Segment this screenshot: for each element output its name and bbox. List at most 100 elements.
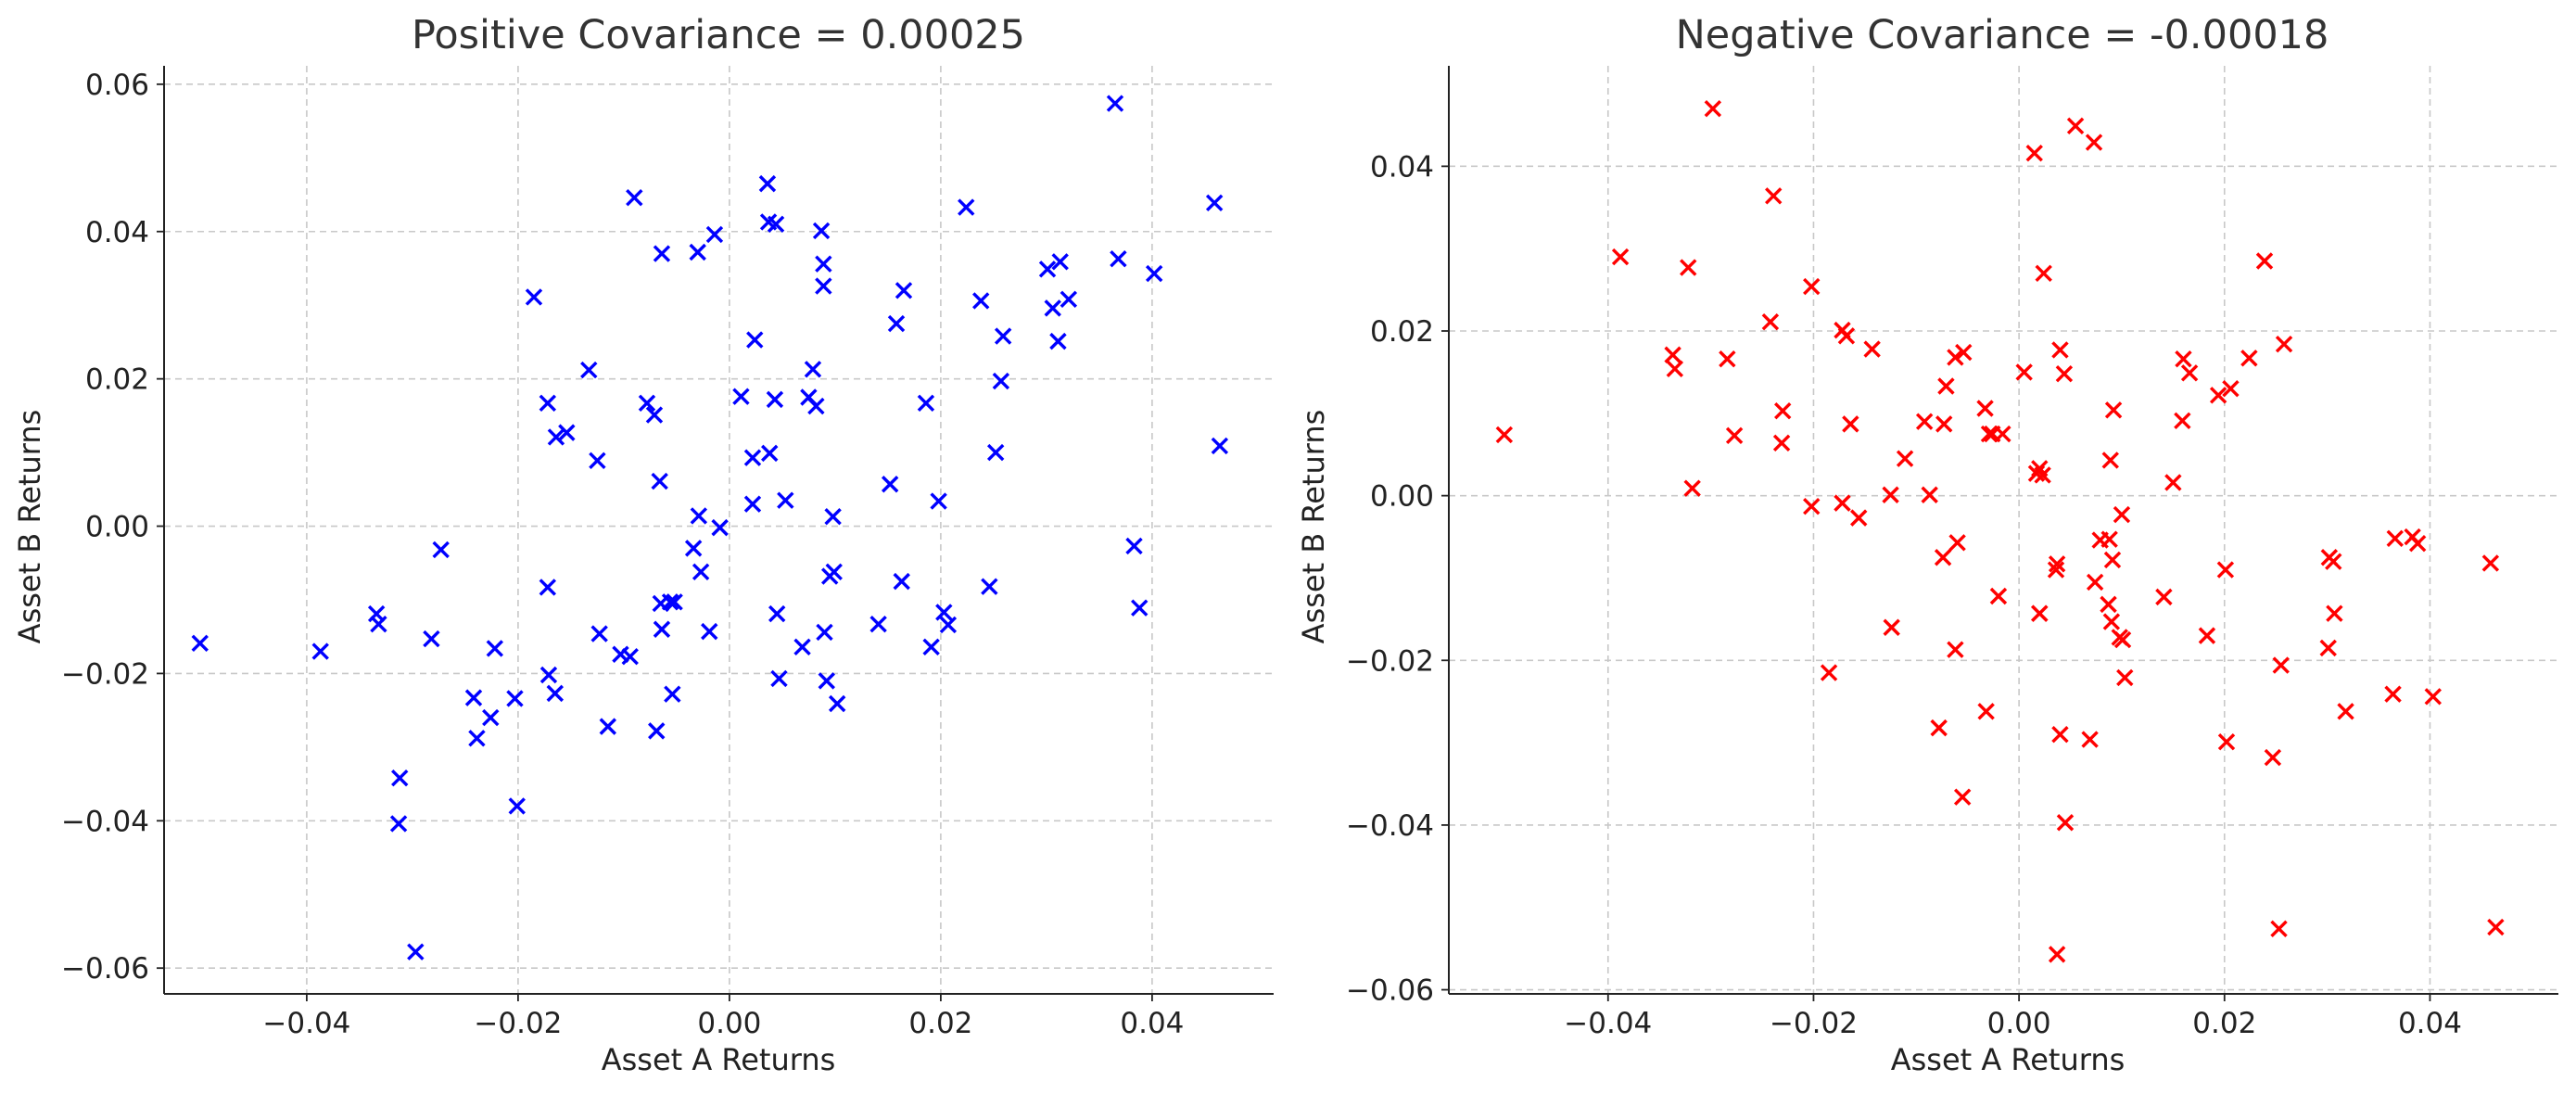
data-point-positive-22 bbox=[986, 443, 1005, 462]
y-tick-label-negative-3: 0.00 bbox=[1370, 480, 1434, 514]
data-point-positive-20 bbox=[1205, 194, 1224, 211]
data-point-positive-33 bbox=[711, 518, 729, 537]
data-point-positive-15 bbox=[994, 327, 1012, 345]
data-point-positive-21 bbox=[1211, 437, 1229, 455]
data-point-negative-25 bbox=[1937, 377, 1955, 395]
data-point-positive-17 bbox=[1106, 95, 1124, 112]
data-point-positive-45 bbox=[653, 620, 671, 638]
data-point-positive-37 bbox=[743, 495, 762, 513]
data-point-negative-37 bbox=[1947, 641, 1964, 658]
data-point-negative-89 bbox=[2337, 703, 2354, 720]
data-point-positive-0 bbox=[758, 174, 777, 193]
panel-negative-covariance: Negative Covariance = -0.00018 −0.04 −0.0… bbox=[1296, 12, 2558, 1077]
data-point-positive-19 bbox=[1145, 264, 1163, 283]
data-point-negative-39 bbox=[1977, 703, 1995, 720]
data-point-positive-12 bbox=[1044, 299, 1061, 317]
data-point-positive-41 bbox=[684, 540, 703, 557]
data-point-negative-96 bbox=[2487, 918, 2505, 936]
data-point-negative-54 bbox=[2101, 452, 2119, 469]
data-point-positive-64 bbox=[653, 245, 671, 262]
data-point-negative-79 bbox=[2198, 627, 2216, 644]
data-point-negative-83 bbox=[2272, 656, 2290, 674]
data-point-negative-84 bbox=[2270, 920, 2288, 938]
data-point-negative-28 bbox=[1935, 415, 1953, 433]
data-point-negative-66 bbox=[2051, 726, 2069, 744]
data-point-positive-35 bbox=[881, 476, 899, 493]
data-point-negative-45 bbox=[2035, 264, 2052, 283]
data-point-negative-7 bbox=[1719, 350, 1736, 368]
data-point-negative-48 bbox=[2085, 134, 2103, 151]
y-axis-label-negative: Asset B Returns bbox=[1296, 410, 1331, 644]
data-point-negative-2 bbox=[1611, 248, 1630, 266]
x-tick-label-negative-1: −0.02 bbox=[1770, 1007, 1858, 1040]
data-point-negative-40 bbox=[1953, 788, 1972, 806]
data-point-negative-0 bbox=[1704, 99, 1722, 118]
data-point-negative-46 bbox=[2025, 144, 2043, 162]
data-point-positive-53 bbox=[828, 694, 846, 713]
y-tick-label-negative-0: −0.06 bbox=[1346, 974, 1434, 1008]
data-point-negative-26 bbox=[1947, 349, 1964, 366]
data-point-positive-72 bbox=[558, 424, 576, 441]
y-tick-label-positive-4: 0.02 bbox=[85, 363, 149, 397]
data-point-positive-28 bbox=[766, 390, 784, 409]
data-point-negative-47 bbox=[2066, 117, 2085, 135]
data-point-negative-50 bbox=[1984, 425, 2001, 443]
data-point-positive-54 bbox=[770, 669, 788, 688]
data-point-positive-97 bbox=[508, 797, 526, 815]
data-point-negative-67 bbox=[2056, 814, 2075, 832]
data-point-negative-59 bbox=[2113, 505, 2131, 524]
y-tick-label-negative-4: 0.02 bbox=[1370, 315, 1434, 349]
data-point-negative-99 bbox=[2048, 946, 2066, 963]
data-point-positive-58 bbox=[939, 616, 958, 634]
data-point-positive-8 bbox=[958, 198, 975, 216]
data-point-positive-42 bbox=[701, 622, 718, 641]
data-point-negative-6 bbox=[1666, 360, 1684, 378]
data-point-positive-50 bbox=[869, 615, 887, 633]
data-point-negative-55 bbox=[2047, 561, 2065, 579]
data-point-positive-32 bbox=[777, 491, 794, 509]
data-point-positive-4 bbox=[815, 255, 832, 273]
data-point-positive-43 bbox=[666, 593, 683, 611]
data-point-negative-87 bbox=[2326, 604, 2343, 622]
y-axis-label-positive: Asset B Returns bbox=[12, 410, 47, 644]
x-tick-label-positive-2: 0.00 bbox=[697, 1007, 761, 1040]
data-point-negative-16 bbox=[1837, 327, 1856, 345]
data-point-negative-35 bbox=[1883, 618, 1900, 636]
chart-title-positive: Positive Covariance = 0.00025 bbox=[412, 12, 1025, 58]
data-point-negative-4 bbox=[1495, 426, 1514, 444]
data-point-negative-74 bbox=[2222, 379, 2240, 398]
data-point-negative-41 bbox=[2015, 363, 2033, 381]
data-point-positive-36 bbox=[930, 492, 947, 510]
y-tick-label-negative-1: −0.04 bbox=[1346, 809, 1434, 843]
data-point-negative-98 bbox=[2116, 668, 2134, 687]
data-point-negative-22 bbox=[1896, 450, 1914, 467]
data-point-positive-63 bbox=[705, 225, 724, 244]
series-positive bbox=[191, 95, 1229, 960]
y-tick-label-positive-6: 0.06 bbox=[85, 69, 149, 102]
data-point-negative-51 bbox=[2051, 341, 2069, 359]
data-point-negative-82 bbox=[2264, 748, 2282, 767]
x-tick-label-positive-0: −0.04 bbox=[262, 1007, 350, 1040]
data-point-positive-92 bbox=[464, 689, 483, 706]
data-point-positive-60 bbox=[1125, 537, 1143, 555]
data-point-negative-23 bbox=[1915, 413, 1934, 430]
x-tick-label-positive-3: 0.02 bbox=[908, 1007, 972, 1040]
data-point-positive-30 bbox=[732, 388, 750, 405]
data-point-positive-86 bbox=[648, 722, 666, 740]
data-point-negative-20 bbox=[1834, 494, 1851, 512]
data-point-positive-70 bbox=[539, 394, 557, 413]
data-point-positive-62 bbox=[626, 189, 643, 207]
data-point-negative-29 bbox=[1976, 400, 1994, 417]
data-point-negative-97 bbox=[2113, 630, 2132, 649]
panel-positive-covariance: Positive Covariance = 0.00025 −0.04 −0.02… bbox=[12, 12, 1274, 1077]
data-point-negative-21 bbox=[1882, 486, 1899, 503]
data-point-negative-63 bbox=[2102, 613, 2121, 630]
data-point-negative-24 bbox=[1921, 486, 1938, 503]
data-point-positive-85 bbox=[661, 593, 679, 611]
data-point-positive-2 bbox=[767, 215, 785, 234]
data-point-negative-71 bbox=[2164, 474, 2182, 491]
data-point-positive-69 bbox=[645, 406, 664, 424]
data-point-negative-5 bbox=[1664, 346, 1681, 363]
grid-negative bbox=[1449, 66, 2558, 994]
